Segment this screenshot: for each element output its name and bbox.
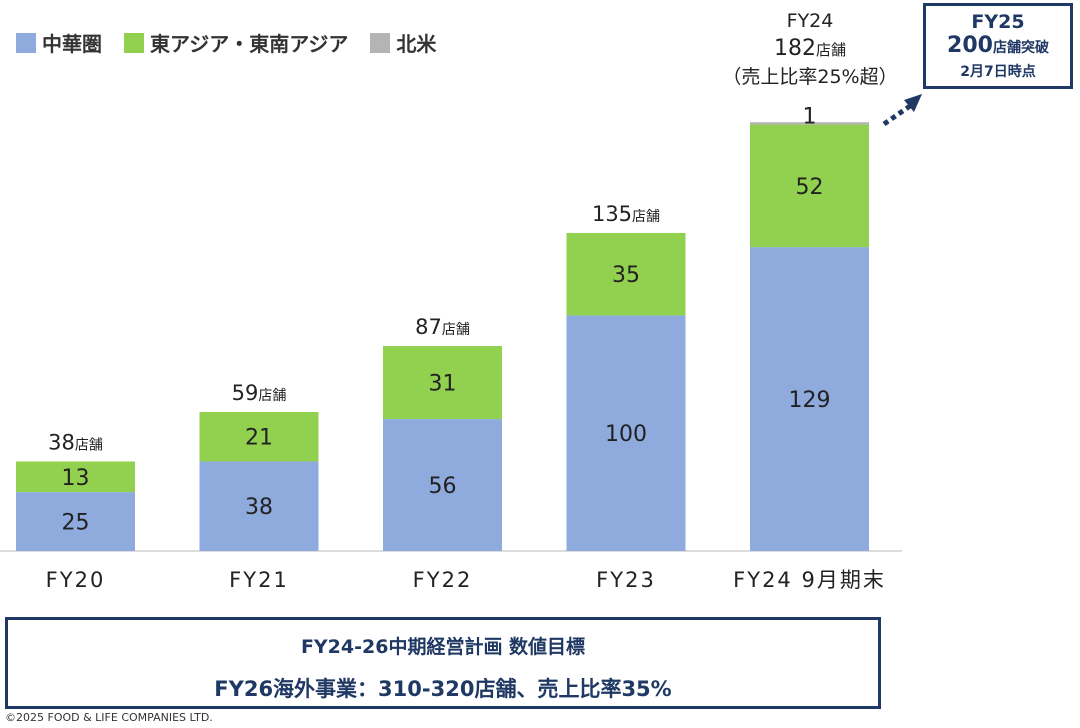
bar-segment [566, 315, 686, 551]
legend-swatch [124, 32, 144, 53]
bar-segment [566, 232, 686, 316]
data-label: 38 [245, 495, 273, 520]
legend-item-asia: 東アジア・東南アジア [124, 28, 348, 57]
fy24-total-unit: 店舗 [815, 41, 846, 59]
plan-target-box: FY24-26中期経営計画 数値目標 FY26海外事業：310-320店舗、売上… [5, 617, 881, 709]
legend-swatch [370, 32, 391, 53]
bar-segment [199, 461, 319, 551]
data-label: 1 [803, 105, 817, 130]
legend-swatch [16, 32, 36, 53]
stacked-bar-chart: 25 13 38店舗 FY20 38 21 59店舗 FY21 56 31 87店舗 FY22 100 3… [0, 94, 922, 592]
fy24-total-value: 182 [773, 36, 816, 61]
plan-title: FY24-26中期経営計画 数値目標 [300, 636, 586, 658]
data-label: 52 [796, 175, 824, 200]
bar-segment [750, 124, 869, 248]
arrow-dotted-line [882, 103, 912, 127]
fy25-stores-value: 200 [947, 33, 993, 58]
fy24-annotation: FY24 182店舗 （売上比率25%超） [720, 8, 900, 91]
fy24-sales-ratio: （売上比率25%超） [722, 66, 898, 88]
data-label: 56 [429, 474, 457, 499]
data-label: 35 [612, 263, 640, 288]
bar-segment [750, 122, 869, 125]
x-tick-label: FY23 [596, 568, 656, 592]
x-tick-label: FY24 9月期末 [733, 568, 886, 592]
total-label: 38店舗 [48, 430, 103, 454]
fy24-label: FY24 [786, 10, 834, 32]
total-label: 87店舗 [415, 315, 470, 339]
data-label: 100 [605, 422, 647, 447]
plan-target: FY26海外事業：310-320店舗、売上比率35% [214, 677, 672, 701]
legend-label: 北米 [396, 32, 437, 56]
total-label: 59店舗 [232, 381, 287, 405]
fy25-stores: 200店舗突破 [926, 33, 1070, 61]
fy25-label: FY25 [971, 11, 1025, 33]
data-label: 31 [429, 372, 457, 397]
arrow-head-icon [904, 94, 922, 112]
legend-label: 中華圏 [42, 32, 102, 56]
data-label: 21 [245, 426, 273, 451]
x-tick-label: FY20 [46, 568, 106, 592]
bar-segment [16, 492, 135, 551]
data-label: 25 [62, 511, 90, 536]
bar-segment [383, 419, 502, 551]
bar-segment [750, 247, 869, 552]
fy25-stores-suffix: 店舗突破 [992, 40, 1049, 56]
data-label: 13 [62, 466, 90, 491]
fy25-date: 2月7日時点 [960, 64, 1036, 80]
copyright: ©2025 FOOD & LIFE COMPANIES LTD. [5, 711, 213, 724]
x-tick-label: FY22 [413, 568, 473, 592]
fy24-total: 182店舗 [720, 35, 900, 64]
x-tick-label: FY21 [229, 568, 289, 592]
legend-item-china: 中華圏 [16, 28, 102, 57]
data-label: 129 [789, 388, 831, 413]
bar-segment [199, 411, 319, 462]
total-label: 135店舗 [592, 202, 660, 226]
legend-item-north-america: 北米 [370, 28, 436, 57]
fy25-callout-box: FY25 200店舗突破 2月7日時点 [923, 3, 1073, 89]
legend: 中華圏 東アジア・東南アジア 北米 [16, 28, 436, 57]
bar-segment [383, 346, 502, 420]
bar-segment [16, 461, 135, 493]
legend-label: 東アジア・東南アジア [150, 32, 349, 56]
